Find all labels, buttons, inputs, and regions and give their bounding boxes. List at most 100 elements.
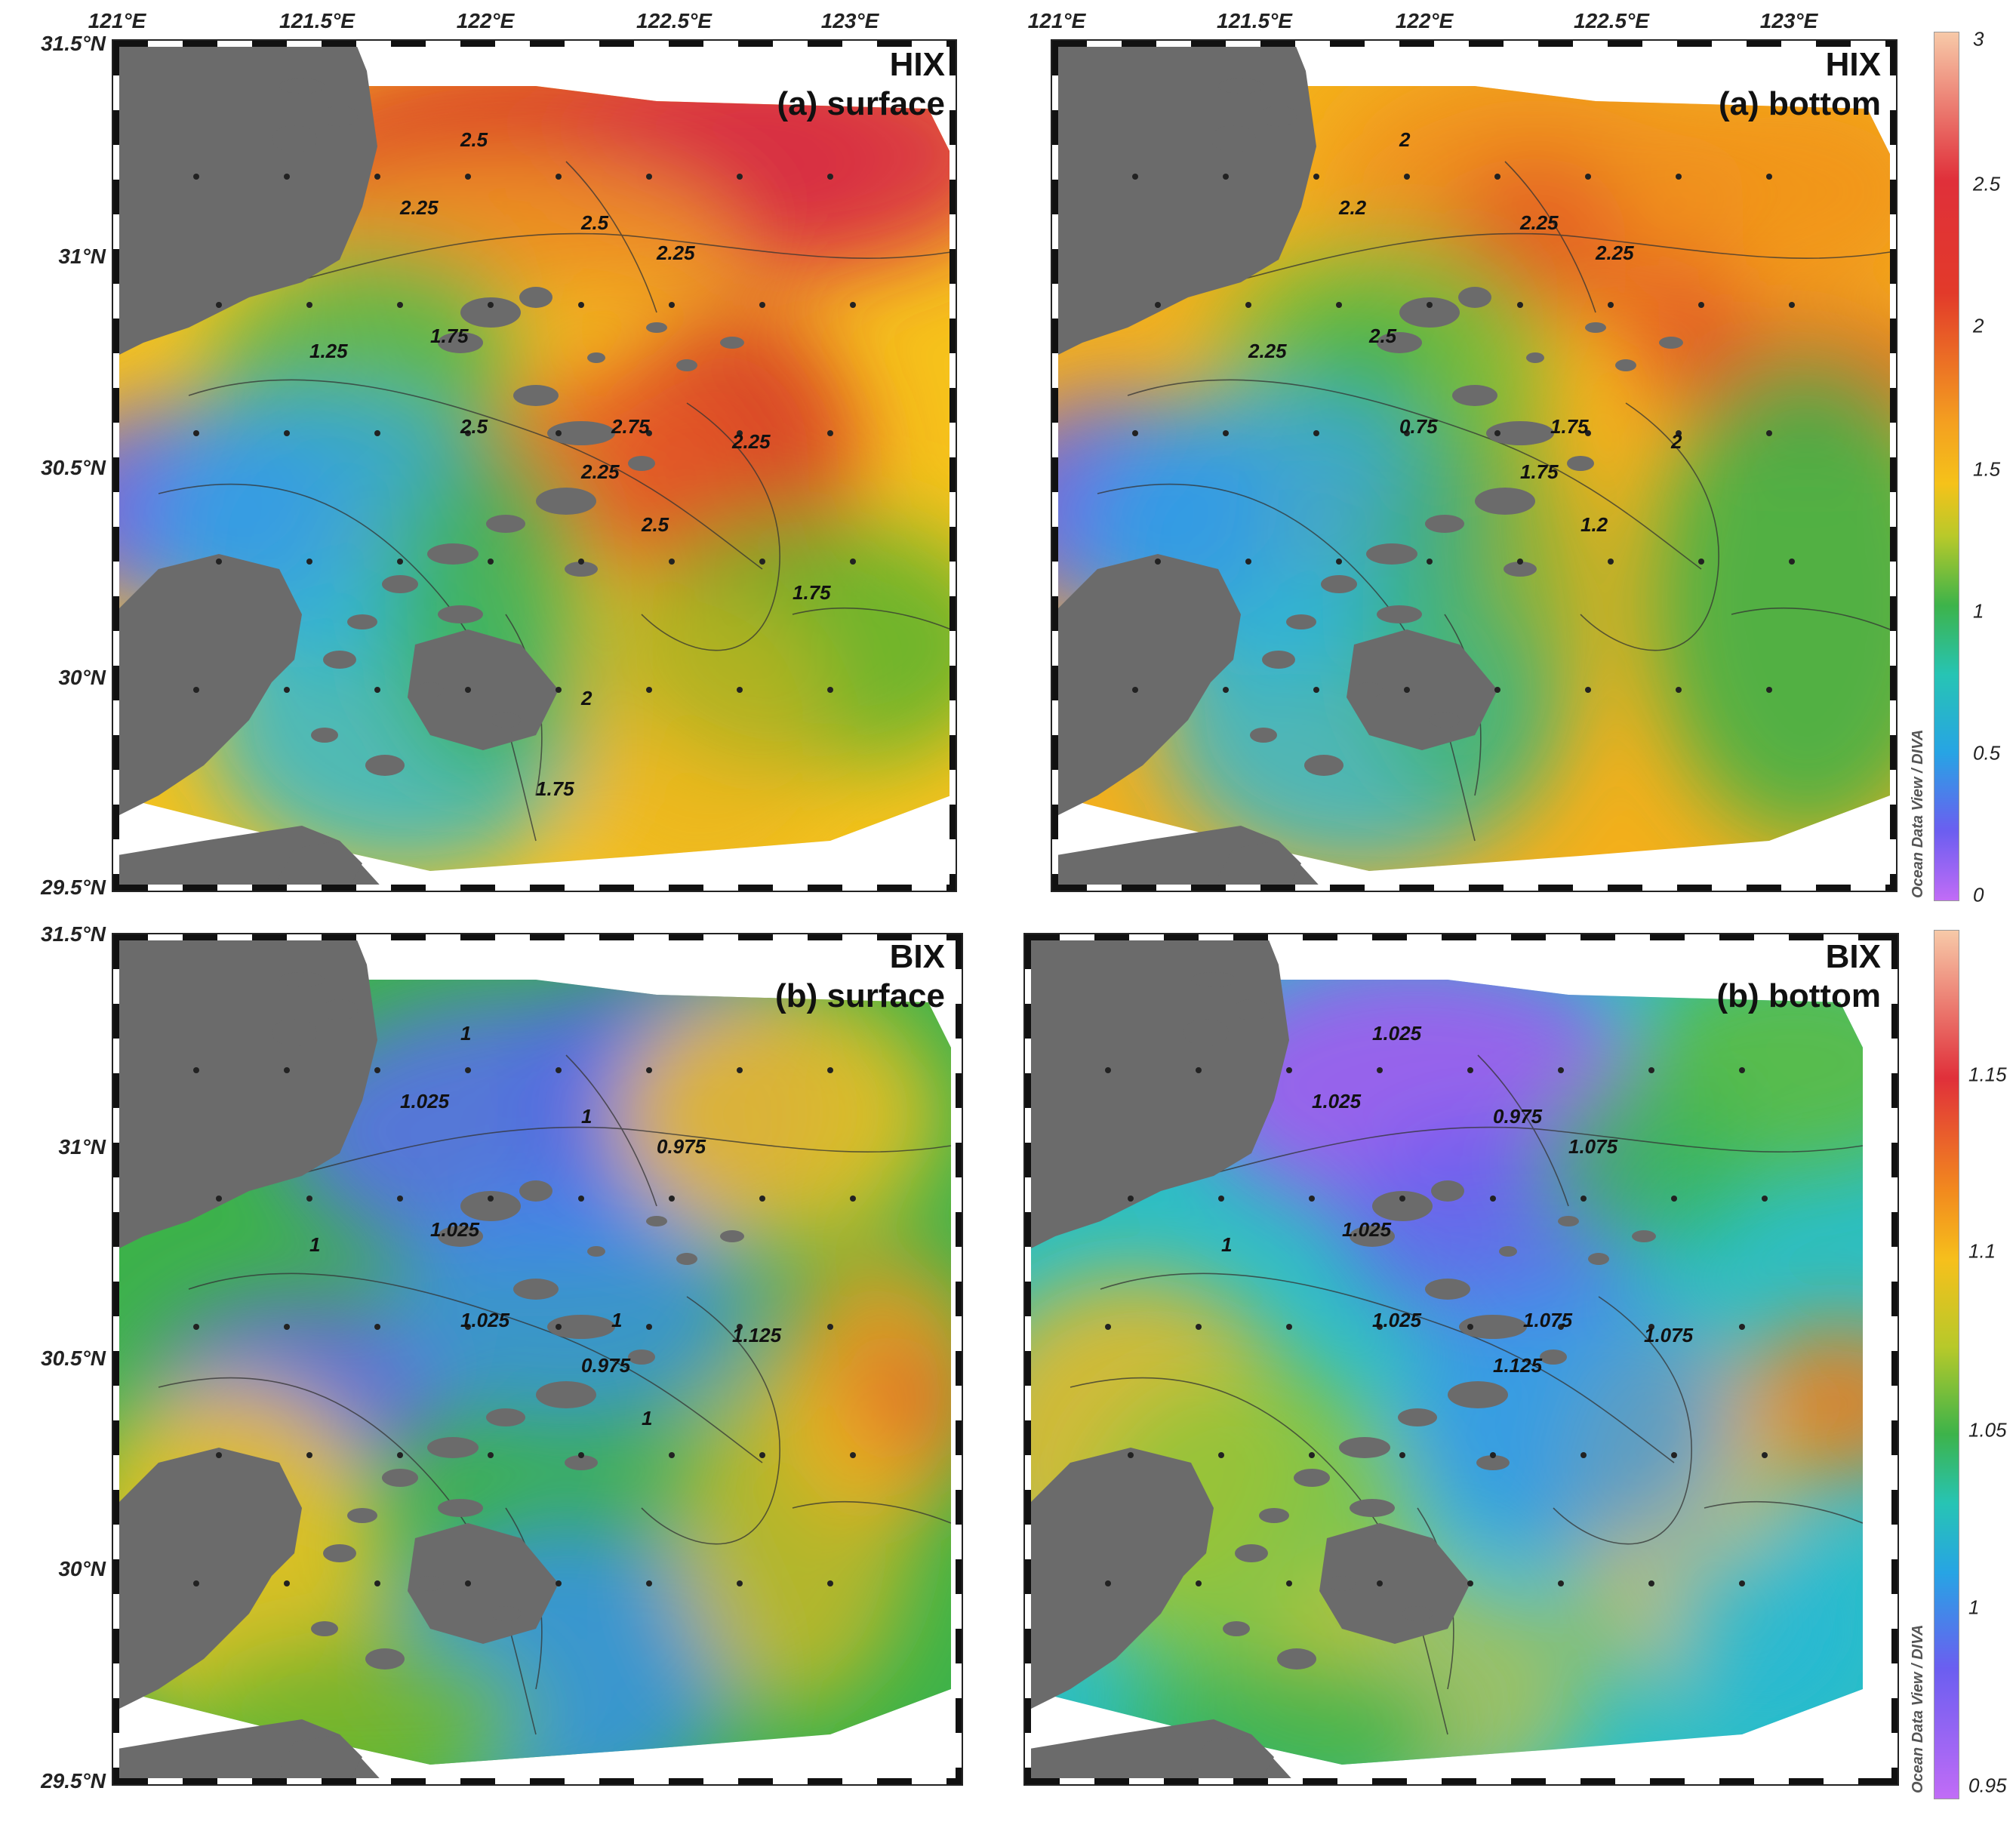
colorbar-hix-tick: 0.5: [1973, 741, 2001, 765]
colorbar-bix-tick: 1.15: [1968, 1063, 2007, 1086]
contour-label: 1: [460, 1022, 471, 1045]
station-dots: [1105, 1067, 1768, 1586]
panel-title-bix-bottom: BIX (b) bottom: [1615, 937, 1881, 1016]
panel-title-hix-surface: HIX (a) surface: [679, 45, 945, 124]
panel-subtitle: (a) surface: [777, 85, 945, 122]
lat-label-29-5: 29.5°N: [41, 1769, 106, 1793]
panel-subtitle: (b) bottom: [1716, 977, 1881, 1014]
contour-label: 1.075: [1568, 1135, 1618, 1158]
contour-label: 2: [1670, 430, 1682, 453]
lon-label-122: 122°E: [1395, 9, 1454, 32]
colorbar-hix-tick: 0: [1973, 883, 1984, 906]
station-dots: [193, 1067, 856, 1586]
colorbar-bix-tick: 0.95: [1968, 1774, 2007, 1797]
contour-label: 2.25: [731, 430, 771, 453]
contour-label: 1.75: [1520, 460, 1559, 483]
contour-label: 1.75: [430, 325, 469, 347]
contour-label: 2.75: [611, 415, 650, 438]
contour-label: 2.5: [1368, 325, 1397, 347]
contour-label: 1.75: [793, 581, 831, 604]
map-panel-hix-surface: 2.5 2.25 2.5 2.25 1.75 1.25 2.5 2.75 2.25 2.25 2.5…: [112, 39, 957, 892]
lat-label-30: 30°N: [58, 666, 106, 689]
frame-ticks: [113, 41, 956, 891]
contour-label: 2.25: [656, 242, 695, 264]
contour-label: 1.025: [1312, 1090, 1362, 1112]
station-dots: [1132, 174, 1795, 693]
contour-label: 0.975: [657, 1135, 706, 1158]
contour-label: 1.25: [309, 340, 348, 362]
land-mass: [1052, 41, 1683, 891]
contour-label: 1.025: [1372, 1309, 1422, 1331]
contour-label: 1.125: [1493, 1354, 1543, 1377]
lon-label-122-5: 122.5°E: [1574, 9, 1649, 32]
map-panel-bix-surface: 1 1.025 1 0.975 1.025 1 1.025 1 0.975 1.125 1: [112, 933, 963, 1786]
lon-label-121: 121°E: [1027, 9, 1086, 32]
colorbar-hix-tick: 1.5: [1973, 457, 2001, 481]
land-mass: [113, 41, 744, 891]
lon-label-123: 123°E: [820, 9, 879, 32]
colorbar-hix-tick: 2.5: [1973, 172, 2001, 195]
contour-label: 2.5: [641, 513, 669, 536]
lon-label-122-5: 122.5°E: [636, 9, 712, 32]
map-svg-bix-surface: 1 1.025 1 0.975 1.025 1 1.025 1 0.975 1.125 1: [113, 934, 962, 1784]
land-mass: [113, 934, 744, 1784]
contour-label: 1.075: [1644, 1324, 1694, 1346]
contour-label: 0.75: [1399, 415, 1438, 438]
panel-subtitle: (a) bottom: [1718, 85, 1881, 122]
colorbar-hix-tick: 2: [1973, 314, 1984, 337]
contour-label: 1: [581, 1105, 592, 1128]
panel-variable: HIX: [889, 46, 945, 83]
contour-label: 2.25: [399, 196, 439, 219]
panel-title-bix-surface: BIX (b) surface: [679, 937, 945, 1016]
lat-label-31-5: 31.5°N: [41, 922, 106, 946]
colorbar-bix-tick: 1.1: [1968, 1239, 1996, 1263]
contour-label: 2.5: [580, 211, 609, 234]
contour-label: 0.975: [581, 1354, 631, 1377]
contour-label: 2.25: [580, 460, 620, 483]
contour-label: 2.25: [1595, 242, 1634, 264]
lat-label-31-5: 31.5°N: [41, 32, 106, 55]
panel-variable: BIX: [1825, 938, 1881, 975]
panel-variable: BIX: [889, 938, 945, 975]
contour-label: 2: [580, 687, 592, 709]
contour-label: 2: [1399, 128, 1411, 151]
lon-label-121: 121°E: [88, 9, 146, 32]
panel-title-hix-bottom: HIX (a) bottom: [1615, 45, 1881, 124]
contour-label: 1: [611, 1309, 622, 1331]
watermark-odv: Ocean Data View / DIVA: [1910, 1624, 1926, 1793]
land-mass: [1025, 934, 1656, 1784]
lon-label-122: 122°E: [456, 9, 515, 32]
contour-label: 1: [1221, 1233, 1232, 1256]
lat-label-31: 31°N: [58, 245, 106, 268]
contour-label: 1: [642, 1407, 652, 1429]
contour-label: 2.2: [1338, 196, 1367, 219]
colorbar-hix: [1934, 32, 1959, 901]
station-dots: [193, 174, 856, 693]
panel-variable: HIX: [1825, 46, 1881, 83]
contour-label: 1.025: [1372, 1022, 1422, 1045]
frame-ticks: [1025, 934, 1898, 1784]
lon-label-121-5: 121.5°E: [279, 9, 355, 32]
map-svg-bix-bottom: 1.025 1.025 0.975 1.075 1.025 1 1.025 1.075 1.12…: [1025, 934, 1898, 1784]
watermark-odv: Ocean Data View / DIVA: [1910, 729, 1926, 898]
contour-label: 1.025: [430, 1218, 480, 1241]
contour-label: 1.2: [1580, 513, 1608, 536]
map-svg-hix-bottom: 2 2.2 2.25 2.25 2.5 2.25 0.75 1.75 1.75 2 1.2: [1052, 41, 1896, 891]
contour-label: 1.125: [732, 1324, 782, 1346]
map-svg-hix-surface: 2.5 2.25 2.5 2.25 1.75 1.25 2.5 2.75 2.25 2.25 2.5…: [113, 41, 956, 891]
contour-label: 2.5: [460, 415, 488, 438]
contour-label: 1.025: [400, 1090, 450, 1112]
colorbar-bix-tick: 1: [1968, 1596, 1980, 1619]
contour-label: 0.975: [1493, 1105, 1543, 1128]
contour-label: 2.25: [1248, 340, 1287, 362]
colorbar-bix-tick: 1.05: [1968, 1418, 2007, 1442]
colorbar-hix-tick: 3: [1973, 27, 1984, 51]
lat-label-30-5: 30.5°N: [41, 456, 106, 479]
contour-lines: [1070, 1054, 1863, 1735]
panel-subtitle: (b) surface: [775, 977, 945, 1014]
lat-label-30: 30°N: [58, 1557, 106, 1580]
contour-label: 2.5: [460, 128, 488, 151]
lat-label-31: 31°N: [58, 1135, 106, 1159]
lon-label-121-5: 121.5°E: [1217, 9, 1292, 32]
contour-label: 1.075: [1523, 1309, 1573, 1331]
